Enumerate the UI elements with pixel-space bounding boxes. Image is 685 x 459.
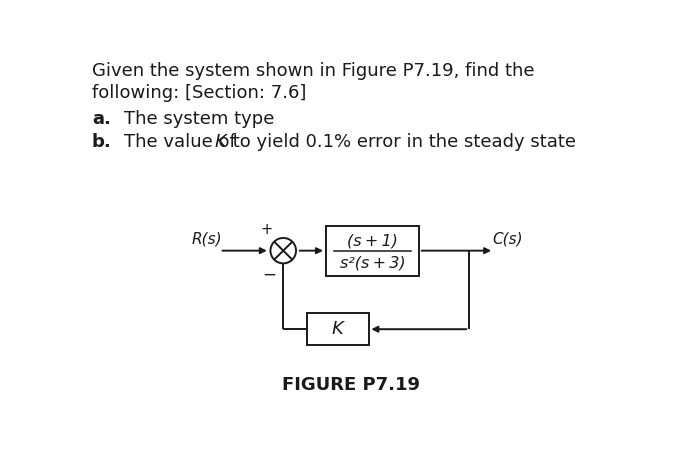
Text: K: K [214, 133, 227, 151]
Text: Given the system shown in Figure P7.19, find the: Given the system shown in Figure P7.19, … [92, 62, 534, 80]
Text: to yield 0.1% error in the steady state: to yield 0.1% error in the steady state [227, 133, 577, 151]
Text: +: + [260, 222, 273, 237]
Text: FIGURE P7.19: FIGURE P7.19 [282, 376, 420, 394]
Text: The value of: The value of [125, 133, 242, 151]
Text: −: − [262, 266, 276, 284]
Text: R(s): R(s) [192, 231, 223, 246]
Text: K: K [332, 320, 343, 338]
Text: s²(s + 3): s²(s + 3) [340, 256, 406, 270]
Text: (s + 1): (s + 1) [347, 234, 398, 248]
Text: following: [Section: 7.6]: following: [Section: 7.6] [92, 84, 306, 101]
Text: C(s): C(s) [493, 231, 523, 246]
Text: The system type: The system type [125, 110, 275, 128]
Text: a.: a. [92, 110, 111, 128]
FancyBboxPatch shape [306, 313, 369, 345]
FancyBboxPatch shape [326, 226, 419, 276]
Text: b.: b. [92, 133, 112, 151]
